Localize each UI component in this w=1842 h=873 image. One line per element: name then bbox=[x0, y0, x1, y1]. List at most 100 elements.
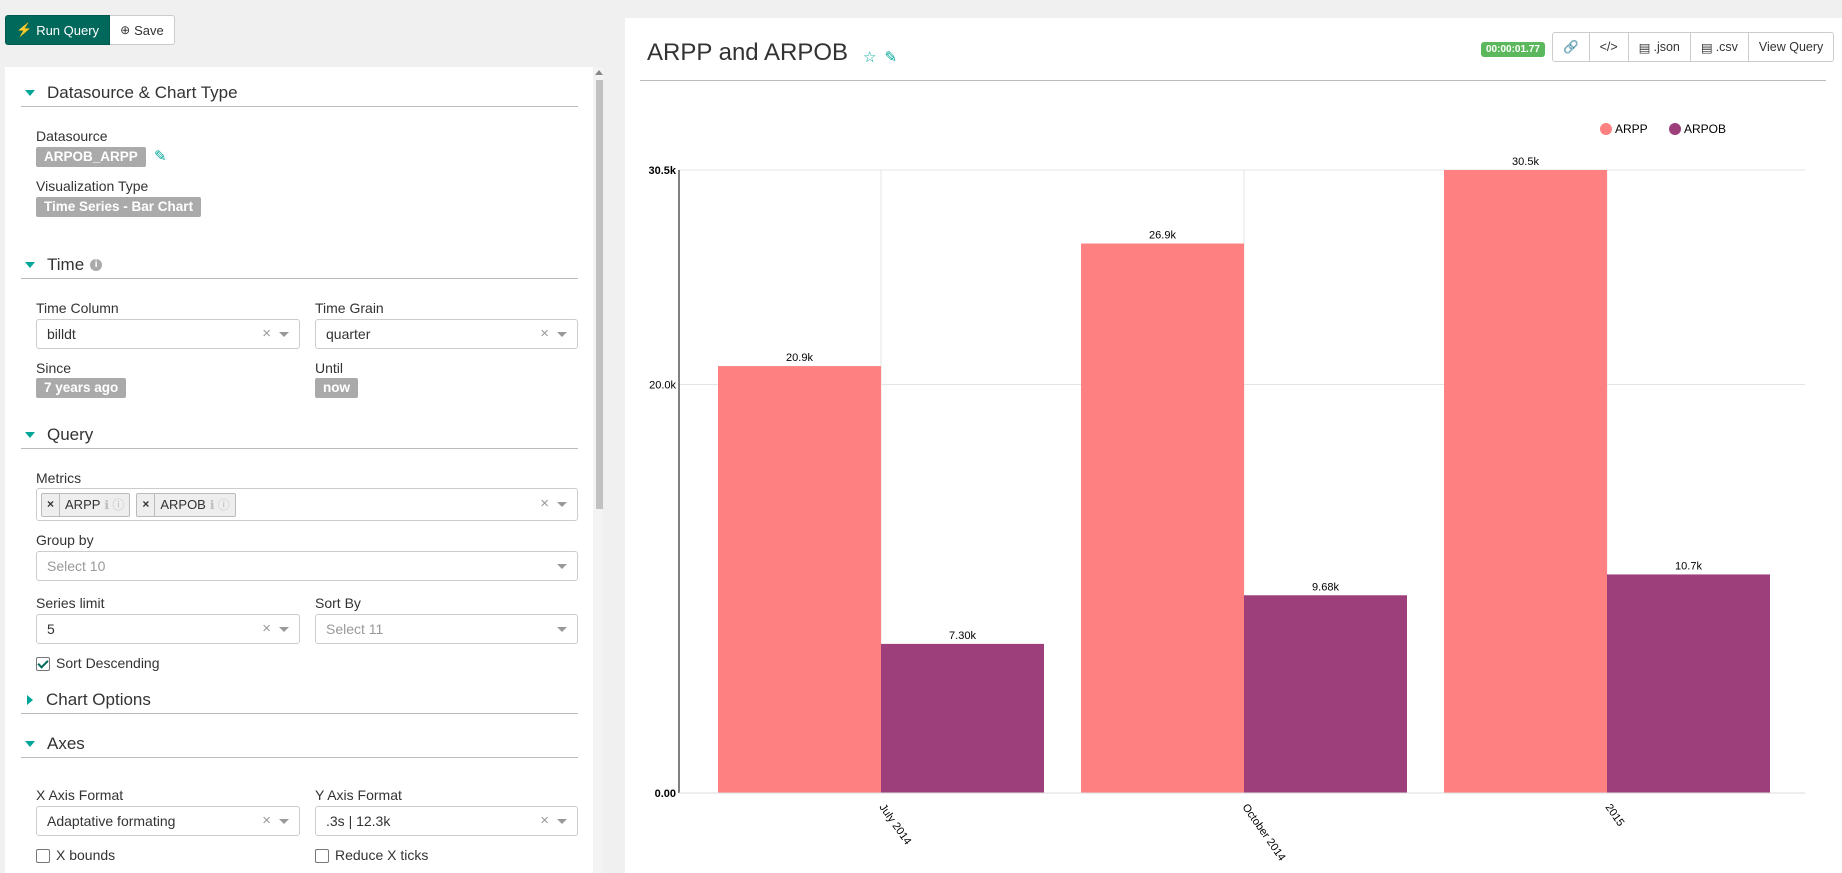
chevron-down-icon[interactable] bbox=[557, 502, 567, 507]
save-button[interactable]: ⊕ Save bbox=[110, 15, 175, 45]
section-axes[interactable]: Axes bbox=[21, 731, 578, 758]
info-icon[interactable]: i bbox=[90, 259, 103, 271]
scroll-up-arrow-icon[interactable] bbox=[595, 70, 603, 75]
y-tick-label: 0.00 bbox=[655, 788, 676, 800]
remove-icon[interactable]: × bbox=[42, 493, 61, 516]
section-title: Axes bbox=[47, 734, 85, 753]
chevron-down-icon[interactable] bbox=[279, 332, 289, 337]
series-limit-select[interactable]: 5 × bbox=[36, 614, 300, 644]
edit-datasource-icon[interactable]: ✎ bbox=[154, 148, 167, 165]
until-label: Until bbox=[315, 360, 344, 376]
code-icon: </> bbox=[1599, 40, 1618, 54]
title-divider bbox=[640, 80, 1826, 81]
section-query[interactable]: Query bbox=[21, 422, 578, 449]
scrollbar-thumb[interactable] bbox=[596, 80, 603, 509]
caret-right-icon bbox=[27, 695, 33, 705]
time-grain-select[interactable]: quarter × bbox=[315, 319, 578, 349]
chevron-down-icon[interactable] bbox=[557, 627, 567, 632]
datasource-label: Datasource bbox=[36, 128, 108, 144]
clear-icon[interactable]: × bbox=[540, 325, 549, 342]
bolt-icon: ⚡ bbox=[16, 22, 33, 37]
legend-label-arpob: ARPOB bbox=[1684, 122, 1726, 136]
bar-data-label: 26.9k bbox=[1149, 230, 1176, 242]
remove-icon[interactable]: × bbox=[137, 493, 156, 516]
chart-data-labels: 20.9k 26.9k 30.5k 7.30k 9.68k 10.7k bbox=[786, 156, 1702, 642]
until-tag[interactable]: now bbox=[315, 378, 358, 398]
caret-down-icon bbox=[25, 90, 35, 96]
time-grain-label: Time Grain bbox=[315, 300, 384, 316]
bar-arpob-2 bbox=[1607, 574, 1770, 793]
metric-chip-arpp: × ARPP ℹ ⓘ bbox=[41, 492, 131, 517]
chevron-down-icon[interactable] bbox=[557, 564, 567, 569]
title-icons: ☆ ✎ bbox=[863, 48, 897, 66]
bar-arpp-2 bbox=[1444, 170, 1607, 793]
chevron-down-icon[interactable] bbox=[279, 627, 289, 632]
view-query-label: View Query bbox=[1758, 40, 1824, 54]
chevron-down-icon[interactable] bbox=[279, 819, 289, 824]
chevron-down-icon[interactable] bbox=[557, 332, 567, 337]
metrics-select[interactable]: × ARPP ℹ ⓘ × ARPOB ℹ ⓘ × bbox=[36, 488, 578, 521]
metric-chip-label: ARPP bbox=[65, 497, 101, 512]
clear-icon[interactable]: × bbox=[540, 495, 549, 512]
bar-data-label: 20.9k bbox=[786, 352, 813, 364]
datasource-tag[interactable]: ARPOB_ARPP bbox=[36, 147, 146, 167]
chart-bars bbox=[718, 170, 1770, 793]
json-button[interactable]: ▤ .json bbox=[1627, 32, 1691, 62]
clear-icon[interactable]: × bbox=[262, 325, 271, 342]
x-tick-label: July 2014 bbox=[877, 802, 914, 847]
x-axis-format-select[interactable]: Adaptative formating × bbox=[36, 806, 300, 836]
viz-type-tag[interactable]: Time Series - Bar Chart bbox=[36, 197, 202, 217]
series-limit-label: Series limit bbox=[36, 595, 105, 611]
run-query-button[interactable]: ⚡ Run Query bbox=[5, 15, 111, 45]
section-time[interactable]: Time i bbox=[21, 252, 578, 279]
since-tag[interactable]: 7 years ago bbox=[36, 378, 127, 398]
chevron-down-icon[interactable] bbox=[557, 819, 567, 824]
run-query-label: Run Query bbox=[36, 22, 100, 38]
metric-chip-arpob: × ARPOB ℹ ⓘ bbox=[136, 492, 236, 517]
view-query-button[interactable]: View Query bbox=[1747, 32, 1835, 62]
embed-code-button[interactable]: </> bbox=[1588, 32, 1629, 62]
y-axis-format-select[interactable]: .3s | 12.3k × bbox=[315, 806, 578, 836]
y-axis-format-value: .3s | 12.3k bbox=[326, 813, 391, 829]
caret-down-icon bbox=[25, 432, 35, 438]
clear-icon[interactable]: × bbox=[262, 620, 271, 637]
x-axis-format-label: X Axis Format bbox=[36, 787, 124, 803]
caret-down-icon bbox=[25, 741, 35, 747]
file-icon: ▤ bbox=[1700, 40, 1713, 55]
star-icon[interactable]: ☆ bbox=[863, 49, 877, 66]
link-button[interactable]: 🔗 bbox=[1552, 32, 1590, 62]
sort-by-select[interactable]: Select 11 bbox=[315, 614, 578, 644]
reduce-x-ticks-checkbox[interactable] bbox=[315, 849, 329, 863]
x-tick-label: October 2014 bbox=[1240, 802, 1288, 863]
control-panel: Datasource & Chart Type Datasource ARPOB… bbox=[5, 67, 603, 873]
chart-actions: 🔗 </> ▤ .json ▤ .csv View Query bbox=[1552, 32, 1835, 62]
bar-data-label: 30.5k bbox=[1512, 156, 1539, 168]
group-by-placeholder: Select 10 bbox=[47, 558, 106, 574]
time-column-select[interactable]: billdt × bbox=[36, 319, 300, 349]
reduce-x-ticks-label: Reduce X ticks bbox=[335, 847, 429, 863]
bar-data-label: 9.68k bbox=[1312, 581, 1339, 593]
bar-arpob-1 bbox=[1244, 595, 1407, 793]
section-title: Datasource & Chart Type bbox=[47, 83, 238, 102]
group-by-select[interactable]: Select 10 bbox=[36, 551, 578, 581]
clear-icon[interactable]: × bbox=[262, 812, 271, 829]
edit-icon[interactable]: ✎ bbox=[884, 49, 898, 66]
chart-title: ARPP and ARPOB bbox=[647, 39, 848, 66]
csv-button[interactable]: ▤ .csv bbox=[1689, 32, 1749, 62]
sort-descending-checkbox[interactable] bbox=[36, 657, 50, 671]
json-label: .json bbox=[1653, 40, 1680, 54]
since-label: Since bbox=[36, 360, 72, 376]
x-bounds-checkbox[interactable] bbox=[36, 849, 50, 863]
bar-chart: 20.9k 26.9k 30.5k 7.30k 9.68k 10.7k 0.00 20.0k… bbox=[648, 122, 1805, 863]
info-help-icon[interactable]: ℹ ⓘ bbox=[104, 498, 125, 512]
clear-icon[interactable]: × bbox=[540, 812, 549, 829]
csv-label: .csv bbox=[1715, 40, 1738, 54]
caret-down-icon bbox=[25, 262, 35, 268]
section-chart-options[interactable]: Chart Options bbox=[21, 687, 578, 714]
chart-panel: ARPP and ARPOB ☆ ✎ 00:00:01.77 🔗 </> ▤ .j… bbox=[625, 18, 1842, 873]
y-tick-label: 20.0k bbox=[649, 379, 676, 391]
section-datasource-chart-type[interactable]: Datasource & Chart Type bbox=[21, 80, 578, 107]
save-label: Save bbox=[134, 22, 164, 38]
sort-by-label: Sort By bbox=[315, 595, 361, 611]
info-help-icon[interactable]: ℹ ⓘ bbox=[209, 498, 230, 512]
